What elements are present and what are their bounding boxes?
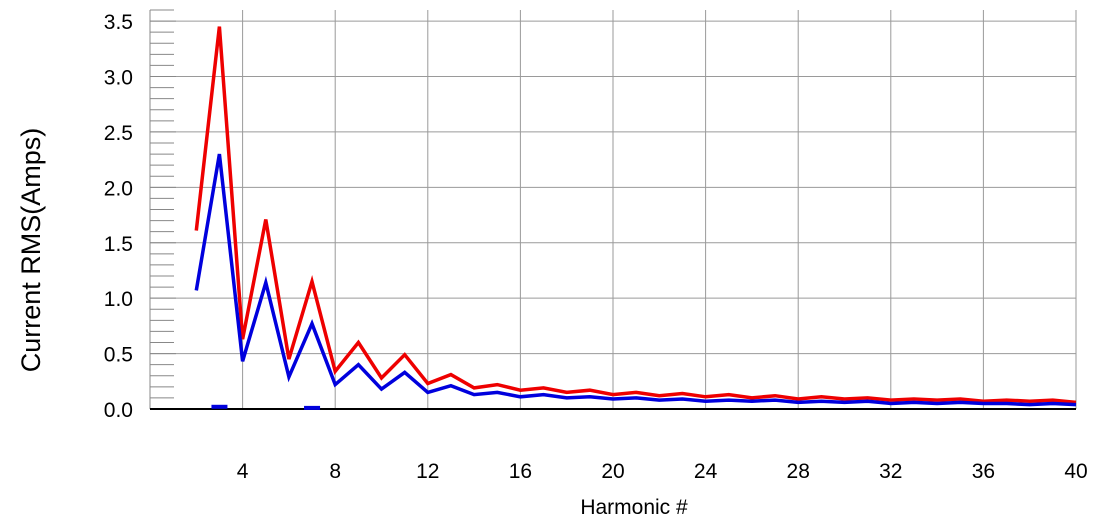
x-tick-label: 12 xyxy=(416,460,439,483)
x-tick-label: 20 xyxy=(601,460,624,483)
x-tick-label: 32 xyxy=(879,460,902,483)
baseline-marker xyxy=(304,405,321,410)
y-tick-label: 0.0 xyxy=(104,399,133,422)
y-tick-label: 1.0 xyxy=(104,288,133,311)
y-tick-label: 0.5 xyxy=(104,344,133,367)
y-tick-label: 2.0 xyxy=(104,177,133,200)
grid-layer xyxy=(150,10,1077,410)
x-tick-label: 28 xyxy=(787,460,810,483)
baseline-marker xyxy=(211,404,228,409)
y-tick-label: 3.0 xyxy=(104,67,133,90)
series-line-2 xyxy=(194,153,1077,407)
x-tick-label: 8 xyxy=(329,460,341,483)
label-layer: Current RMS(Amps) Harmonic # 0.0 0.5 1.0 1.… xyxy=(16,11,1088,519)
y-tick-label: 2.5 xyxy=(104,122,133,145)
y-tick-label: 1.5 xyxy=(104,233,133,256)
x-tick-label: 40 xyxy=(1064,460,1087,483)
y-axis-label: Current RMS(Amps) xyxy=(16,128,46,373)
y-tick-label: 3.5 xyxy=(104,11,133,34)
x-tick-label: 16 xyxy=(509,460,532,483)
x-tick-label: 24 xyxy=(694,460,718,483)
x-tick-label: 4 xyxy=(237,460,249,483)
x-axis-label: Harmonic # xyxy=(580,496,688,519)
series-line-1 xyxy=(194,26,1077,405)
series-layer xyxy=(194,26,1077,410)
x-tick-label: 36 xyxy=(972,460,995,483)
